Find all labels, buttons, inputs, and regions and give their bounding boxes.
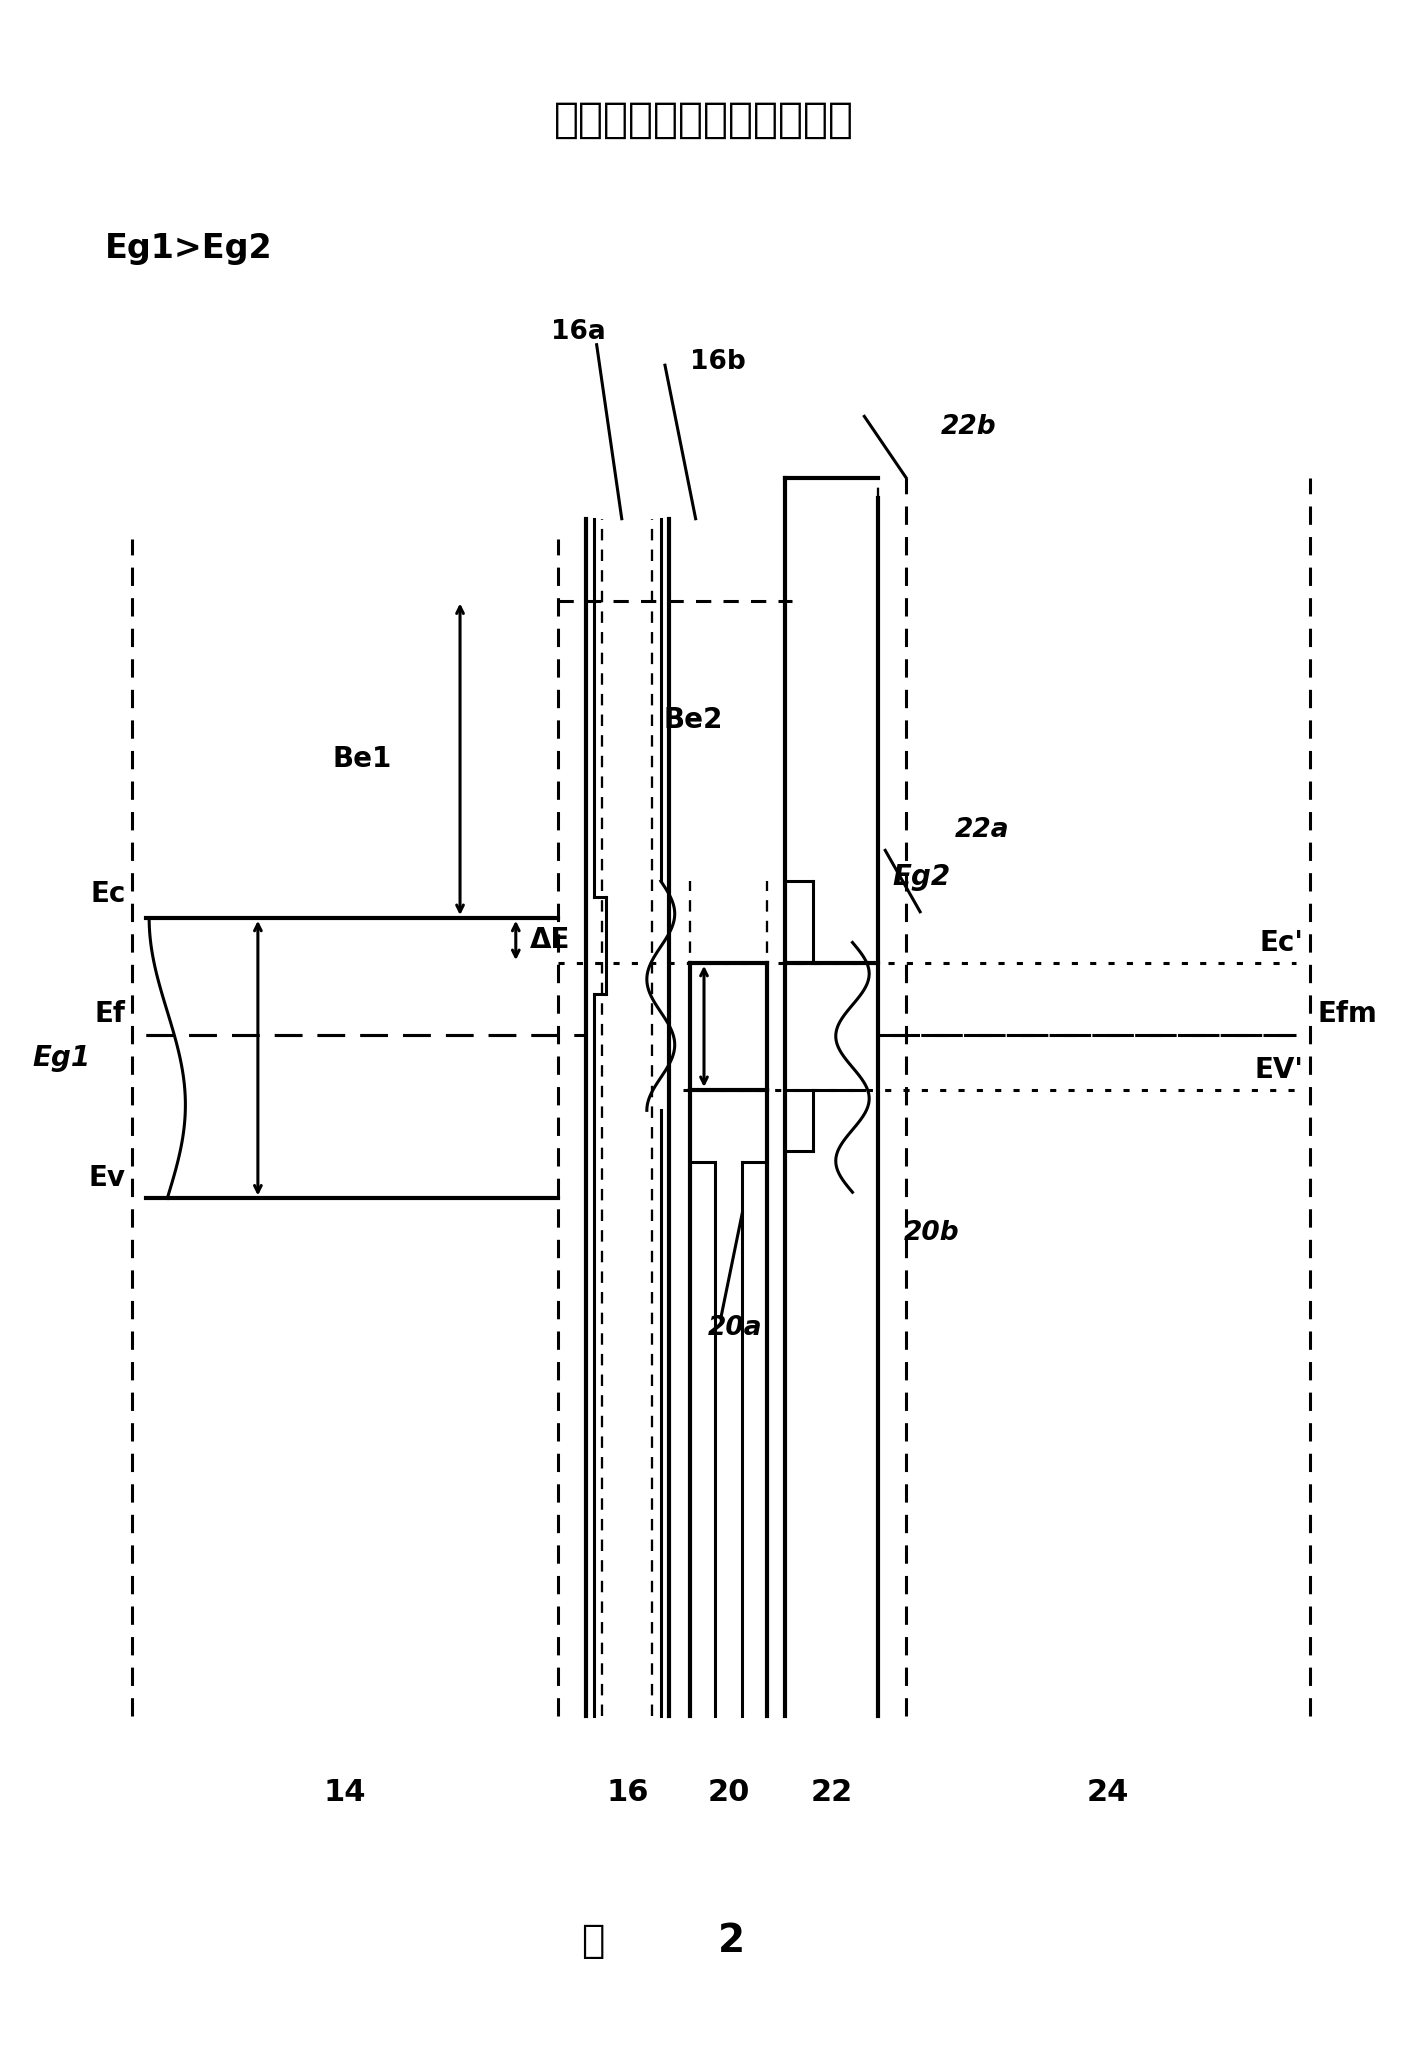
Text: 20: 20	[707, 1779, 749, 1807]
Text: 16b: 16b	[690, 350, 746, 375]
Text: Eg2: Eg2	[893, 864, 950, 890]
Text: 2: 2	[718, 1923, 745, 1960]
Text: ΔE: ΔE	[529, 927, 570, 954]
Text: Eg1>Eg2: Eg1>Eg2	[104, 233, 272, 266]
Text: Ec': Ec'	[1260, 930, 1304, 956]
Text: 16: 16	[605, 1779, 649, 1807]
Text: 20b: 20b	[904, 1220, 959, 1247]
Text: 图: 图	[580, 1923, 604, 1960]
Text: 16a: 16a	[551, 319, 605, 344]
Text: Ev: Ev	[89, 1164, 125, 1191]
Text: Be1: Be1	[332, 746, 391, 773]
Text: 20a: 20a	[708, 1315, 763, 1342]
Text: EV': EV'	[1255, 1055, 1304, 1084]
Text: Eg1: Eg1	[32, 1045, 90, 1072]
Text: Ec: Ec	[90, 880, 125, 907]
Text: Ef: Ef	[94, 1000, 125, 1028]
Text: 22a: 22a	[955, 816, 1010, 843]
Text: 22: 22	[811, 1779, 853, 1807]
Text: 22b: 22b	[941, 414, 997, 439]
Text: 起始状态（电荷发射状态）: 起始状态（电荷发射状态）	[553, 99, 855, 140]
Text: 24: 24	[1087, 1779, 1129, 1807]
Text: Be2: Be2	[663, 707, 724, 734]
Text: 14: 14	[324, 1779, 366, 1807]
Text: Efm: Efm	[1318, 1000, 1377, 1028]
